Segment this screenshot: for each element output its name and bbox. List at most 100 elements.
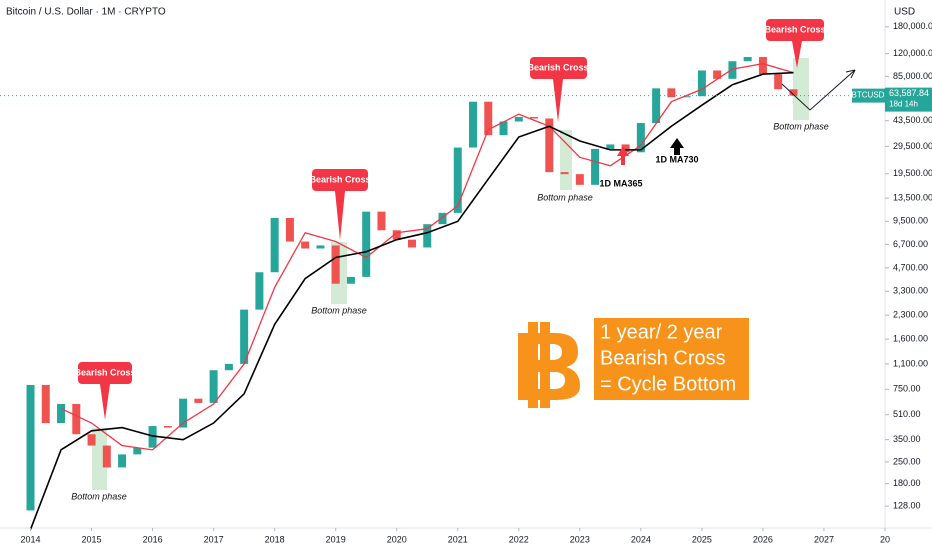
callout: Bearish Cross [74, 362, 136, 420]
ma-label: 1D MA365 [599, 178, 642, 188]
x-tick-label: 2026 [753, 534, 773, 544]
y-tick-label: 9,500.00 [893, 216, 928, 226]
x-tick-label: 2020 [387, 534, 407, 544]
x-tick-label: 2017 [204, 534, 224, 544]
bottom-label: Bottom phase [71, 491, 127, 501]
text-box [594, 318, 749, 400]
candle [331, 245, 340, 284]
candle [469, 101, 478, 148]
candle [560, 172, 569, 175]
candle [41, 384, 50, 424]
candle [270, 217, 279, 273]
y-tick-label: 1,600.00 [893, 334, 928, 344]
candle [667, 88, 676, 98]
y-tick-label: 43,500.00 [893, 115, 932, 125]
arrow [617, 146, 629, 165]
candle [453, 147, 462, 213]
candle [133, 447, 142, 455]
callout: Bearish Cross [527, 57, 589, 122]
candle [774, 74, 783, 90]
bottom-label: Bottom phase [773, 121, 829, 131]
projection [845, 69, 856, 79]
price-tag-text: 63,587.84 [889, 88, 929, 98]
candle [758, 57, 767, 75]
y-tick-label: 250.00 [893, 456, 921, 466]
candle [346, 276, 355, 284]
candle [392, 230, 401, 240]
bottom-box [92, 428, 107, 490]
y-tick-label: 4,700.00 [893, 262, 928, 272]
x-tick-label: 2025 [692, 534, 712, 544]
box-text: 1 year/ 2 year [600, 321, 723, 343]
bottom-box [560, 130, 572, 190]
candle [652, 88, 661, 124]
candle [194, 398, 203, 403]
candle [514, 117, 523, 122]
candle [530, 117, 539, 119]
candle [377, 211, 386, 231]
candle [362, 211, 371, 277]
candle [316, 245, 325, 249]
callout-text: Bearish Cross [527, 62, 588, 72]
candle [636, 123, 645, 153]
x-tick-label: 20 [880, 534, 890, 544]
arrow [670, 138, 684, 155]
candle [209, 370, 218, 403]
x-tick-label: 2014 [21, 534, 41, 544]
btc-logo [518, 322, 580, 408]
y-tick-label: 180.00 [893, 478, 921, 488]
candle [118, 454, 127, 468]
x-tick-label: 2015 [82, 534, 102, 544]
header: Bitcoin / U.S. Dollar · 1M · CRYPTO [6, 7, 166, 18]
x-tick-label: 2023 [570, 534, 590, 544]
candle [743, 57, 752, 62]
y-tick-label: 510.00 [893, 409, 921, 419]
y-tick-label: 2,300.00 [893, 310, 928, 320]
x-tick-label: 2022 [509, 534, 529, 544]
candle [621, 144, 630, 153]
candle [591, 148, 600, 185]
box-text: Bearish Cross [600, 347, 726, 369]
candle [423, 224, 432, 248]
candle [407, 239, 416, 248]
candle [163, 426, 172, 428]
y-tick-label: 1,100.00 [893, 358, 928, 368]
candle [484, 101, 493, 136]
ma-line [29, 71, 794, 530]
candle [240, 309, 249, 364]
candle [255, 272, 264, 310]
candle [499, 121, 508, 136]
candle [285, 217, 294, 242]
candle [606, 144, 615, 149]
candle [148, 426, 157, 448]
projection [781, 69, 856, 111]
callout: Bearish Cross [309, 169, 371, 240]
x-tick-label: 2027 [814, 534, 834, 544]
callout: Bearish Cross [764, 19, 826, 68]
y-tick-label: 13,500.00 [893, 192, 932, 202]
candle [57, 403, 66, 424]
box-text: = Cycle Bottom [600, 373, 736, 395]
candle [713, 70, 722, 79]
y-tick-label: 120,000.00 [893, 48, 932, 58]
y-tick-label: 85,000.00 [893, 71, 932, 81]
candle [789, 89, 798, 96]
price-tag [885, 87, 932, 112]
x-tick-label: 2018 [265, 534, 285, 544]
callout-text: Bearish Cross [309, 174, 370, 184]
candle [26, 384, 35, 511]
candle [301, 241, 310, 249]
y-tick-label: 180,000.00 [893, 21, 932, 31]
candle [575, 174, 584, 185]
x-tick-label: 2016 [143, 534, 163, 544]
y-tick-label: 350.00 [893, 434, 921, 444]
bottom-box [793, 58, 809, 120]
bottom-label: Bottom phase [311, 305, 367, 315]
candle [179, 398, 188, 428]
countdown: 18d 14h [889, 100, 918, 109]
x-tick-label: 2019 [326, 534, 346, 544]
y-tick-label: 128.00 [893, 501, 921, 511]
y-tick-label: 750.00 [893, 384, 921, 394]
candle [697, 70, 706, 97]
